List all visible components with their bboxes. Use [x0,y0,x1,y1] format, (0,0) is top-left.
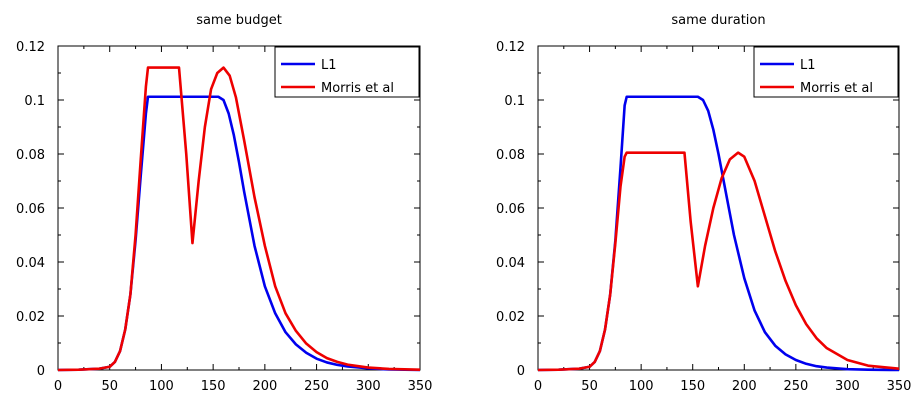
series-line-morris-et-al [57,66,421,372]
y-tick-label: 0.12 [496,40,525,55]
x-tick-label: 0 [534,379,542,394]
chart-title: same budget [196,13,282,28]
x-tick-label: 300 [356,379,381,394]
legend-box [753,46,899,98]
x-tick-label: 50 [101,379,118,394]
x-tick-label: 150 [201,379,226,394]
x-tick-label: 100 [629,379,654,394]
legend-box [274,46,420,98]
legend: L1 Morris et al [753,46,899,98]
legend-entry: Morris et al [321,81,394,96]
x-tick-label: 50 [581,379,598,394]
y-tick-label: 0.06 [496,202,525,217]
y-tick-label: 0 [37,364,45,379]
x-tick-label: 250 [783,379,808,394]
y-tick-label: 0.12 [16,40,45,55]
legend-entry: Morris et al [800,81,873,96]
x-tick-label: 150 [680,379,705,394]
legend: L1 Morris et al [274,46,420,98]
y-tick-label: 0 [517,364,525,379]
x-tick-label: 200 [732,379,757,394]
legend-entry: L1 [800,58,816,73]
series-line-l1 [537,95,900,372]
y-tick-label: 0.1 [24,94,45,109]
x-tick-label: 200 [252,379,277,394]
x-tick-label: 100 [149,379,174,394]
chart-panel-same-duration: same duration 0 50 100 150 200 250 300 350 0 0.02 0… [496,13,911,394]
x-tick-label: 350 [887,379,912,394]
x-tick-label: 250 [304,379,329,394]
y-tick-label: 0.04 [16,256,45,271]
y-tick-label: 0.02 [16,310,45,325]
y-tick-label: 0.08 [496,148,525,163]
y-tick-label: 0.08 [16,148,45,163]
series-line-morris-et-al [537,151,900,372]
series-line-l1 [57,95,421,372]
y-tick-label: 0.1 [504,94,525,109]
y-tick-label: 0.02 [496,310,525,325]
legend-entry: L1 [321,58,337,73]
y-tick-label: 0.04 [496,256,525,271]
y-tick-label: 0.06 [16,202,45,217]
x-tick-label: 300 [835,379,860,394]
x-tick-label: 350 [408,379,433,394]
chart-title: same duration [671,13,765,28]
x-tick-label: 0 [54,379,62,394]
chart-panel-same-budget: same budget 0 50 100 150 200 250 300 350 0 0.02 0.0… [16,13,432,394]
